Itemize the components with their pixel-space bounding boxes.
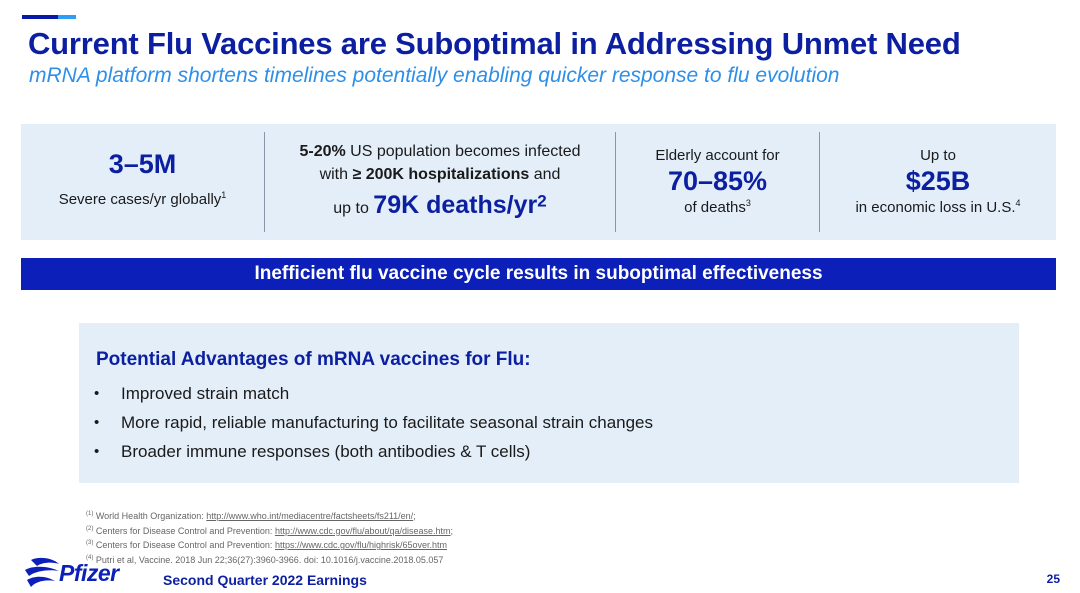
stat-value: $25B [905, 166, 971, 197]
stat-caption: Severe cases/yr globally1 [58, 190, 227, 209]
footnote-link[interactable]: http://www.who.int/mediacentre/factsheet… [206, 511, 414, 521]
footnote-link[interactable]: http://www.cdc.gov/flu/about/qa/disease.… [274, 525, 451, 536]
footnotes: (1) World Health Organization: http://ww… [86, 508, 453, 566]
footnote: (3) Centers for Disease Control and Prev… [86, 540, 448, 550]
header-accent-bar [22, 15, 58, 19]
stat-severe-cases: 3–5M Severe cases/yr globally1 [21, 124, 264, 240]
stat-economic-loss: Up to $25B in economic loss in U.S.4 [820, 124, 1056, 240]
footer-label: Second Quarter 2022 Earnings [163, 572, 367, 588]
bullet-icon: • [94, 414, 100, 431]
stat-infection-burden: 5-20% US population becomes infected wit… [265, 124, 615, 240]
header-accent-bar-light [58, 15, 76, 19]
footnote-link[interactable]: https://www.cdc.gov/flu/highrisk/65over.… [274, 540, 448, 550]
advantages-panel: Potential Advantages of mRNA vaccines fo… [79, 323, 1019, 483]
advantages-list: • Improved strain match • More rapid, reli… [94, 379, 653, 466]
key-message-banner: Inefficient flu vaccine cycle results in… [21, 258, 1056, 290]
footnote: (4) Putri et al, Vaccine. 2018 Jun 22;36… [86, 554, 444, 565]
bullet-icon: • [94, 443, 100, 460]
stat-caption: in economic loss in U.S.4 [855, 197, 1021, 216]
stats-band: 3–5M Severe cases/yr globally1 5-20% US … [21, 124, 1056, 240]
pfizer-logo-icon [25, 557, 59, 587]
advantages-heading: Potential Advantages of mRNA vaccines fo… [96, 349, 531, 370]
footnote: (1) World Health Organization: http://ww… [86, 511, 416, 521]
page-subtitle: mRNA platform shortens timelines potenti… [29, 64, 840, 87]
stat-line: with ≥ 200K hospitalizations and [319, 165, 561, 183]
stat-line: up to 79K deaths/yr2 [333, 190, 547, 219]
page-title: Current Flu Vaccines are Suboptimal in A… [28, 26, 961, 61]
stat-divider [615, 132, 616, 232]
bullet-icon: • [94, 385, 100, 402]
footnote: (2) Centers for Disease Control and Prev… [86, 525, 454, 536]
stat-elderly-share: Elderly account for 70–85% of deaths3 [616, 124, 819, 240]
stat-divider [819, 132, 820, 232]
list-item: • More rapid, reliable manufacturing to f… [94, 412, 654, 432]
list-item: • Improved strain match [94, 383, 290, 403]
stat-divider [264, 132, 265, 232]
stat-lead: Up to [920, 147, 956, 165]
stat-caption: of deaths3 [684, 197, 751, 216]
stat-value: 70–85% [667, 166, 768, 197]
list-item: • Broader immune responses (both antibodi… [94, 441, 531, 461]
pfizer-logo-text: Pfizer [59, 560, 119, 586]
stat-line: 5-20% US population becomes infected [299, 143, 581, 161]
page-number: 25 [1046, 572, 1060, 586]
stat-lead: Elderly account for [655, 147, 780, 165]
stat-value: 3–5M [108, 149, 177, 180]
